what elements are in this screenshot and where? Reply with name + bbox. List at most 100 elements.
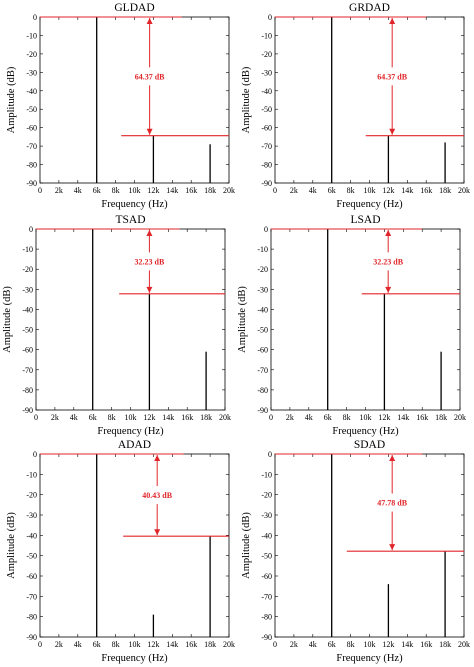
x-tick-label: 10k	[125, 413, 137, 422]
x-tick-label: 8k	[347, 186, 355, 195]
y-tick-label: -70	[26, 142, 37, 151]
chart-title: ADAD	[118, 439, 151, 451]
arrow-head-up	[389, 18, 396, 24]
y-tick-label: -60	[261, 572, 272, 581]
y-tick-label: 0	[33, 450, 37, 459]
arrow-head-down	[154, 529, 161, 536]
axes-frame	[274, 16, 465, 184]
x-tick-label: 0	[38, 640, 42, 649]
axes-frame	[39, 16, 230, 184]
x-tick-label: 4k	[309, 186, 317, 195]
x-tick-label: 2k	[286, 413, 294, 422]
y-tick-label: -90	[257, 406, 268, 415]
y-tick-label: -20	[261, 491, 272, 500]
x-tick-label: 8k	[108, 413, 116, 422]
y-tick-label: -10	[261, 470, 272, 479]
y-axis-label: Amplitude (dB)	[241, 512, 252, 579]
y-tick-label: 0	[33, 13, 37, 22]
x-tick-label: 16k	[181, 413, 193, 422]
axes-frame	[39, 453, 230, 638]
attenuation-label: 32.23 dB	[135, 257, 165, 266]
x-tick-label: 4k	[74, 640, 82, 649]
x-tick-label: 8k	[112, 640, 120, 649]
x-tick-label: 8k	[343, 413, 351, 422]
y-tick-label: 0	[268, 450, 272, 459]
x-tick-label: 8k	[112, 186, 120, 195]
x-tick-label: 0	[273, 640, 277, 649]
y-tick-label: -70	[26, 592, 37, 601]
axes-frame	[274, 453, 465, 638]
x-axis-label: Frequency (Hz)	[336, 653, 403, 664]
x-tick-label: 16k	[416, 413, 428, 422]
x-axis-label: Frequency (Hz)	[101, 653, 168, 664]
y-axis-label: Amplitude (dB)	[2, 286, 13, 353]
arrow-head-up	[154, 455, 161, 461]
chart-title: SDAD	[354, 439, 385, 451]
y-tick-label: -40	[257, 305, 268, 314]
x-tick-label: 10k	[360, 413, 372, 422]
x-tick-label: 0	[38, 186, 42, 195]
x-tick-label: 14k	[166, 186, 178, 195]
y-tick-label: -80	[261, 613, 272, 622]
x-axis-label: Frequency (Hz)	[336, 199, 403, 210]
x-tick-label: 2k	[290, 186, 298, 195]
y-tick-label: -10	[26, 31, 37, 40]
y-tick-label: -80	[26, 161, 37, 170]
arrow-head-down	[385, 286, 392, 293]
y-tick-label: -60	[261, 124, 272, 133]
y-tick-label: -30	[261, 511, 272, 520]
panel-adad: ADAD 0 2k 4k 6k 8k 10k 12k 14k 16k 18k 20k 0 -10 -20 -3…	[6, 439, 235, 664]
attenuation-label: 40.43 dB	[142, 491, 172, 500]
y-tick-label: -70	[261, 142, 272, 151]
arrow-head-down	[389, 544, 396, 551]
x-tick-label: 6k	[93, 186, 101, 195]
x-tick-label: 2k	[290, 640, 298, 649]
x-axis-label: Frequency (Hz)	[101, 199, 168, 210]
x-tick-label: 2k	[55, 186, 63, 195]
x-tick-label: 18k	[439, 186, 451, 195]
y-tick-label: -50	[257, 326, 268, 335]
y-tick-label: -60	[26, 124, 37, 133]
x-tick-label: 18k	[435, 413, 447, 422]
x-tick-label: 20k	[454, 413, 466, 422]
x-tick-label: 12k	[378, 413, 390, 422]
y-tick-label: -20	[22, 265, 33, 274]
y-tick-label: -20	[26, 50, 37, 59]
attenuation-label: 64.37 dB	[135, 72, 165, 81]
x-tick-label: 0	[273, 186, 277, 195]
x-tick-label: 16k	[420, 640, 432, 649]
y-tick-label: -40	[22, 305, 33, 314]
y-tick-label: -80	[22, 386, 33, 395]
x-tick-label: 18k	[439, 640, 451, 649]
y-tick-label: -30	[261, 68, 272, 77]
x-tick-label: 20k	[223, 186, 235, 195]
x-tick-label: 0	[34, 413, 38, 422]
y-tick-label: -90	[26, 179, 37, 188]
arrow-head-up	[146, 18, 153, 24]
x-tick-label: 20k	[458, 640, 470, 649]
axes-frame	[35, 228, 226, 411]
panel-gldad: GLDAD 0 2k 4k 6k 8k 10k 12k 14k 16k 18k 20k 0 -10 -20 -…	[6, 2, 235, 210]
y-tick-label: -90	[261, 179, 272, 188]
x-axis-label: Frequency (Hz)	[97, 426, 164, 437]
y-tick-label: -10	[22, 245, 33, 254]
x-tick-label: 20k	[219, 413, 231, 422]
y-tick-label: -10	[261, 31, 272, 40]
x-tick-label: 12k	[147, 186, 159, 195]
arrow-head-up	[385, 230, 392, 236]
x-tick-label: 10k	[364, 186, 376, 195]
x-tick-label: 6k	[328, 640, 336, 649]
chart-title: TSAD	[115, 214, 145, 226]
x-tick-label: 12k	[147, 640, 159, 649]
y-tick-label: -50	[261, 105, 272, 114]
y-tick-label: -30	[26, 68, 37, 77]
y-tick-label: -50	[26, 552, 37, 561]
panel-sdad: SDAD 0 2k 4k 6k 8k 10k 12k 14k 16k 18k 20k 0 -10 -20 -3…	[241, 439, 470, 664]
arrow-head-down	[146, 128, 153, 135]
y-tick-label: -30	[22, 285, 33, 294]
x-tick-label: 6k	[93, 640, 101, 649]
y-axis-label: Amplitude (dB)	[241, 66, 252, 133]
axes-frame	[270, 228, 461, 411]
x-tick-label: 2k	[55, 640, 63, 649]
y-tick-label: -40	[26, 87, 37, 96]
